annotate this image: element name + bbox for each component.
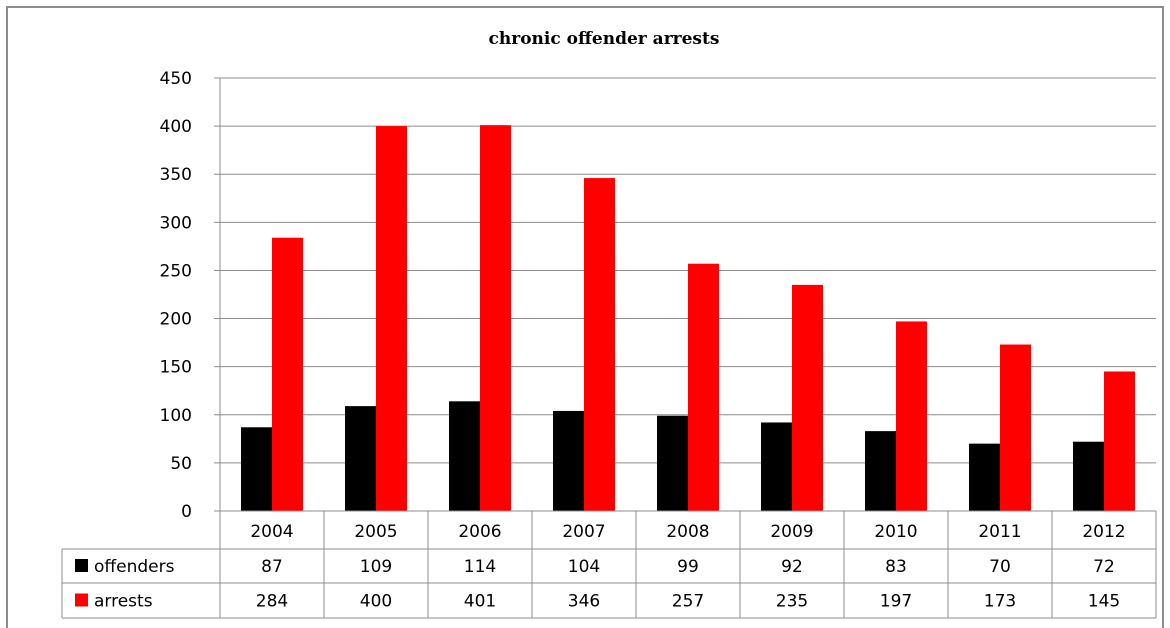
bar-offenders-2009 bbox=[761, 422, 792, 511]
legend-key-arrests bbox=[75, 593, 88, 607]
data-label-offenders: 109 bbox=[360, 557, 392, 577]
y-tick-label: 150 bbox=[160, 358, 192, 378]
bar-offenders-2010 bbox=[865, 431, 896, 511]
bar-arrests-2010 bbox=[896, 321, 927, 511]
chart-title: chronic offender arrests bbox=[489, 29, 720, 49]
bar-offenders-2011 bbox=[969, 443, 1000, 511]
data-label-arrests: 173 bbox=[984, 592, 1016, 612]
bar-offenders-2006 bbox=[449, 401, 480, 511]
x-tick-label: 2009 bbox=[770, 522, 813, 542]
bar-arrests-2006 bbox=[480, 125, 511, 511]
data-label-arrests: 401 bbox=[464, 592, 496, 612]
y-tick-label: 300 bbox=[160, 213, 192, 233]
bars bbox=[241, 125, 1135, 511]
bar-offenders-2005 bbox=[345, 406, 376, 511]
y-tick-label: 200 bbox=[160, 310, 192, 330]
bar-arrests-2011 bbox=[1000, 344, 1031, 511]
y-axis-ticks: 0 50 100 150 200 250 300 350 400 450 bbox=[160, 69, 192, 522]
x-tick-label: 2008 bbox=[666, 522, 709, 542]
data-label-offenders: 114 bbox=[464, 557, 496, 577]
data-label-arrests: 346 bbox=[568, 592, 600, 612]
data-label-arrests: 145 bbox=[1088, 592, 1120, 612]
data-label-arrests: 284 bbox=[256, 592, 288, 612]
legend-key-offenders bbox=[75, 559, 88, 572]
data-label-arrests: 257 bbox=[672, 592, 704, 612]
data-label-offenders: 104 bbox=[568, 557, 600, 577]
x-tick-label: 2006 bbox=[458, 522, 501, 542]
legend-label-arrests: arrests bbox=[94, 592, 153, 612]
y-tick-label: 50 bbox=[170, 454, 192, 474]
x-tick-label: 2004 bbox=[250, 522, 293, 542]
data-label-offenders: 70 bbox=[989, 557, 1011, 577]
data-table: 2004 2005 2006 2007 2008 2009 2010 2011 2012 offe… bbox=[61, 510, 1157, 619]
data-label-offenders: 83 bbox=[885, 557, 907, 577]
x-tick-label: 2005 bbox=[354, 522, 397, 542]
x-tick-label: 2011 bbox=[978, 522, 1021, 542]
data-label-offenders: 72 bbox=[1093, 557, 1115, 577]
bar-offenders-2012 bbox=[1073, 441, 1104, 511]
data-label-arrests: 400 bbox=[360, 592, 392, 612]
x-tick-label: 2010 bbox=[874, 522, 917, 542]
bar-offenders-2007 bbox=[553, 410, 584, 511]
bar-arrests-2007 bbox=[584, 178, 615, 511]
x-tick-label: 2007 bbox=[562, 522, 605, 542]
bar-arrests-2012 bbox=[1104, 371, 1135, 511]
bar-arrests-2005 bbox=[376, 126, 407, 511]
bar-arrests-2008 bbox=[688, 263, 719, 511]
data-label-offenders: 99 bbox=[677, 557, 699, 577]
data-label-offenders: 87 bbox=[261, 557, 283, 577]
data-label-arrests: 197 bbox=[880, 592, 912, 612]
x-tick-label: 2012 bbox=[1082, 522, 1125, 542]
legend-label-offenders: offenders bbox=[94, 557, 175, 577]
bar-arrests-2009 bbox=[792, 284, 823, 511]
y-tick-label: 100 bbox=[160, 406, 192, 426]
bar-offenders-2008 bbox=[657, 415, 688, 511]
y-tick-label: 450 bbox=[160, 69, 192, 89]
y-tick-label: 350 bbox=[160, 165, 192, 185]
data-label-arrests: 235 bbox=[776, 592, 808, 612]
data-label-offenders: 92 bbox=[781, 557, 803, 577]
y-tick-label: 0 bbox=[181, 502, 192, 522]
y-tick-label: 400 bbox=[160, 117, 192, 137]
bar-offenders-2004 bbox=[241, 427, 272, 511]
y-tick-label: 250 bbox=[160, 261, 192, 281]
bar-arrests-2004 bbox=[272, 237, 303, 511]
